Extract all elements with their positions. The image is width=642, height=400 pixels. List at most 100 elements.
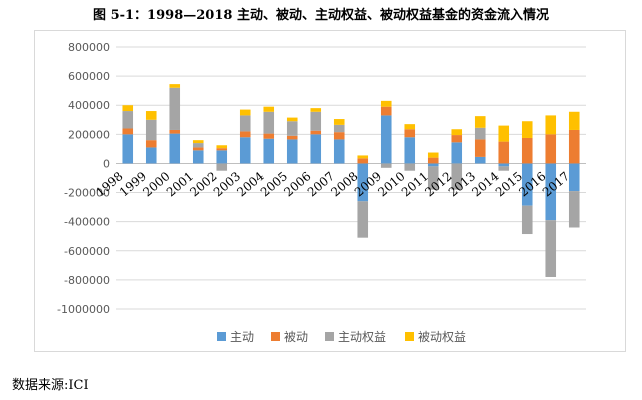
bar-segment — [521, 137, 533, 164]
bar-segment — [451, 135, 463, 143]
bar-segment — [474, 127, 486, 140]
legend-label: 主动 — [230, 330, 254, 344]
bar-segment — [169, 129, 181, 134]
bar-segment — [521, 163, 533, 206]
bar-segment — [545, 220, 557, 277]
bar-segment — [521, 205, 533, 235]
bar-segment — [545, 134, 557, 164]
bar-segment — [498, 125, 510, 142]
bar-segment — [451, 163, 463, 190]
bar-segment — [310, 134, 322, 164]
bar-segment — [286, 139, 298, 164]
bar-segment — [357, 155, 369, 159]
bar-segment — [333, 139, 345, 164]
bar-segment — [216, 163, 228, 171]
bar-segment — [263, 106, 275, 112]
bar-segment — [310, 130, 322, 135]
bar-segment — [404, 163, 416, 171]
bar-segment — [169, 84, 181, 88]
bar-segment — [122, 134, 134, 164]
y-tick-label: 400000 — [68, 99, 110, 112]
bar-segment — [263, 138, 275, 164]
bar-segment — [568, 111, 580, 130]
bar-segment — [239, 109, 251, 116]
y-tick-label: -600000 — [64, 245, 110, 258]
bar-segment — [169, 133, 181, 164]
bar-segment — [427, 163, 439, 167]
bar-segment — [145, 111, 157, 120]
y-tick-label: 600000 — [68, 70, 110, 83]
bar-segment — [357, 163, 369, 202]
y-tick-label: -1000000 — [57, 303, 110, 316]
bar-segment — [427, 157, 439, 164]
bar-segment — [263, 133, 275, 139]
bar-segment — [192, 147, 204, 151]
legend-label: 被动权益 — [418, 330, 466, 344]
bar-segment — [122, 128, 134, 135]
y-tick-label: 0 — [103, 157, 110, 170]
bar-segment — [380, 115, 392, 164]
bar-segment — [310, 111, 322, 131]
y-tick-label: 200000 — [68, 128, 110, 141]
bar-segment — [568, 163, 580, 192]
bar-segment — [545, 163, 557, 221]
bars — [122, 84, 580, 277]
y-axis-ticks: 800000 600000 400000 200000 0 -200000 -400000 -… — [57, 41, 110, 316]
y-tick-label: 800000 — [68, 41, 110, 54]
bar-segment — [427, 166, 439, 190]
bar-segment — [404, 129, 416, 138]
gridlines — [116, 46, 586, 310]
bar-segment — [451, 129, 463, 136]
legend-swatch — [405, 332, 414, 341]
bar-segment — [404, 124, 416, 130]
x-axis-ticks: 1998199920002001200220032004200520062007… — [93, 169, 572, 200]
bar-segment — [545, 115, 557, 135]
bar-segment — [498, 141, 510, 164]
bar-segment — [333, 124, 345, 133]
legend-label: 被动 — [284, 330, 308, 344]
bar-segment — [192, 140, 204, 144]
bar-segment — [427, 152, 439, 158]
bar-segment — [333, 132, 345, 140]
bar-segment — [357, 158, 369, 164]
bar-segment — [216, 145, 228, 149]
bar-segment — [498, 163, 510, 167]
bar-segment — [404, 137, 416, 164]
bar-segment — [474, 156, 486, 164]
bar-segment — [357, 201, 369, 238]
bar-segment — [169, 87, 181, 130]
bar-segment — [380, 106, 392, 116]
bar-segment — [380, 163, 392, 168]
y-tick-label: -200000 — [64, 187, 110, 200]
bar-segment — [286, 135, 298, 140]
bar-segment — [333, 119, 345, 125]
bar-segment — [239, 137, 251, 164]
y-tick-label: -400000 — [64, 216, 110, 229]
bar-segment — [521, 121, 533, 138]
bar-segment — [122, 105, 134, 112]
bar-segment — [474, 116, 486, 128]
bar-segment — [286, 121, 298, 136]
bar-segment — [145, 140, 157, 148]
bar-segment — [216, 148, 228, 151]
bar-segment — [451, 142, 463, 164]
bar-segment — [263, 111, 275, 134]
legend-swatch — [217, 332, 226, 341]
chart-frame — [34, 30, 626, 352]
bar-segment — [239, 131, 251, 138]
chart-title: 图 5-1：1998—2018 主动、被动、主动权益、被动权益基金的资金流入情况 — [93, 8, 549, 23]
legend-swatch — [271, 332, 280, 341]
bar-segment — [568, 129, 580, 164]
bar-segment — [122, 111, 134, 129]
bar-segment — [498, 166, 510, 171]
legend-swatch — [325, 332, 334, 341]
bar-segment — [474, 139, 486, 157]
bar-segment — [145, 119, 157, 141]
legend-label: 主动权益 — [338, 330, 386, 344]
y-tick-label: -800000 — [64, 274, 110, 287]
bar-segment — [310, 108, 322, 112]
legend: 主动 被动 主动权益 被动权益 — [217, 330, 466, 344]
bar-segment — [216, 150, 228, 164]
bar-segment — [239, 115, 251, 132]
